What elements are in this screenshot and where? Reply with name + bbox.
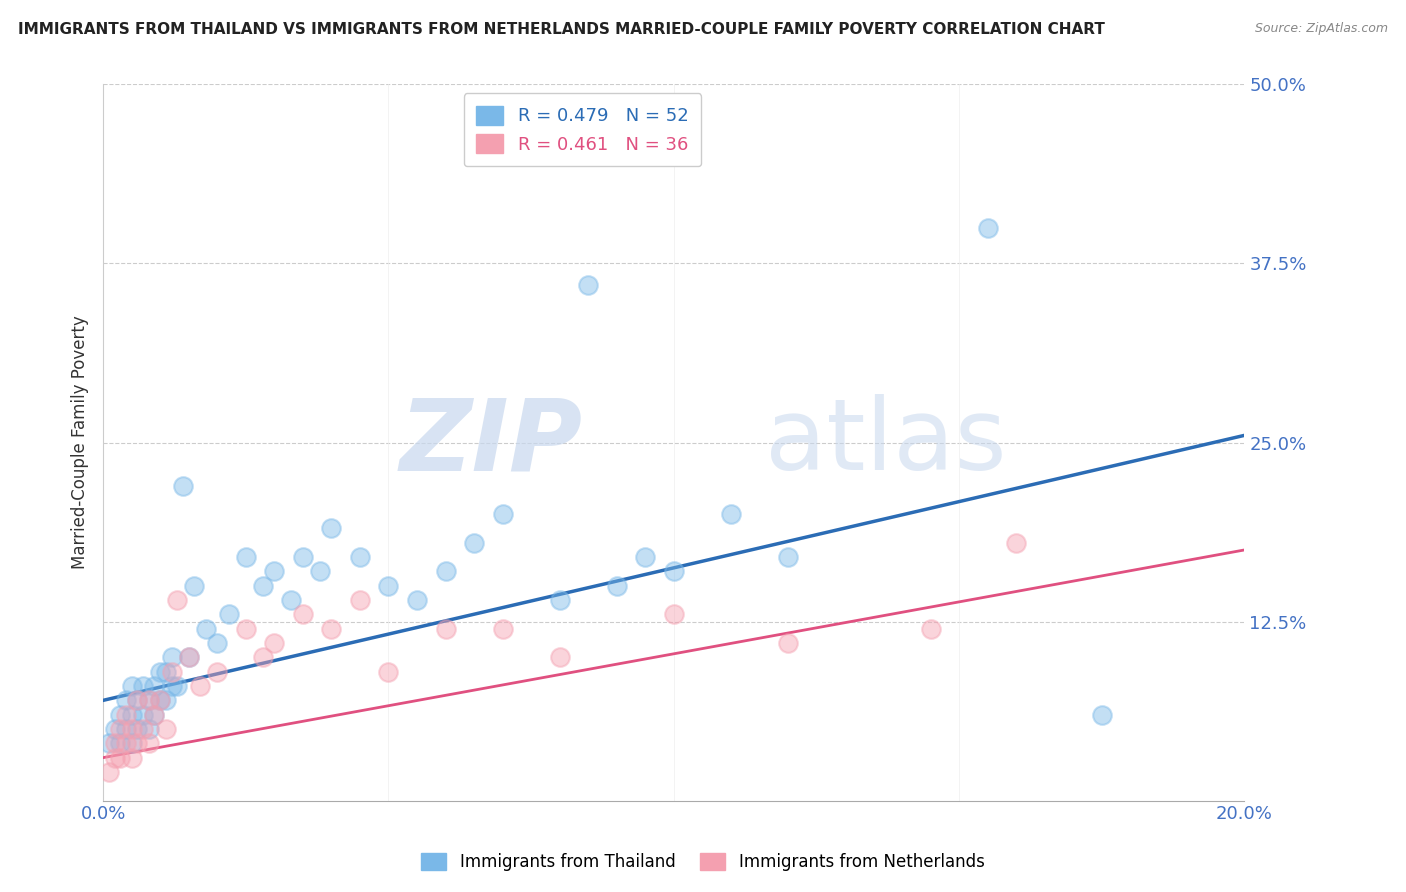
Point (160, 679, 183, 693)
Point (576, 277, 599, 292)
Legend: Immigrants from Thailand, Immigrants from Netherlands: Immigrants from Thailand, Immigrants fro… (413, 845, 993, 880)
Point (309, 565, 332, 579)
Point (149, 693, 172, 707)
Point (548, 593, 571, 607)
Point (263, 565, 285, 579)
Point (115, 736, 138, 750)
Point (132, 679, 155, 693)
Point (160, 665, 183, 679)
Point (349, 550, 371, 565)
Point (103, 722, 125, 736)
Point (349, 593, 371, 607)
Text: IMMIGRANTS FROM THAILAND VS IMMIGRANTS FROM NETHERLANDS MARRIED-COUPLE FAMILY PO: IMMIGRANTS FROM THAILAND VS IMMIGRANTS F… (18, 22, 1105, 37)
Point (491, 507, 513, 521)
Point (121, 679, 143, 693)
Point (291, 550, 314, 565)
Point (1091, 707, 1114, 722)
Point (183, 579, 205, 593)
Point (280, 593, 302, 607)
Y-axis label: Married-Couple Family Poverty: Married-Couple Family Poverty (72, 316, 89, 569)
Point (263, 636, 285, 650)
Point (115, 707, 138, 722)
Point (110, 707, 132, 722)
Point (143, 679, 166, 693)
Point (97, 736, 120, 750)
Point (155, 693, 177, 707)
Point (377, 665, 399, 679)
Point (177, 650, 200, 665)
Text: atlas: atlas (765, 394, 1007, 491)
Point (207, 636, 229, 650)
Point (127, 693, 149, 707)
Point (115, 722, 138, 736)
Point (121, 707, 143, 722)
Point (127, 693, 149, 707)
Point (138, 722, 160, 736)
Point (138, 693, 160, 707)
Point (662, 565, 685, 579)
Point (121, 722, 143, 736)
Point (1005, 536, 1028, 550)
Point (377, 579, 399, 593)
Point (166, 593, 188, 607)
Point (634, 550, 657, 565)
Point (548, 650, 571, 665)
Point (172, 478, 194, 492)
Point (662, 607, 685, 622)
Point (103, 736, 125, 750)
Point (463, 536, 485, 550)
Point (252, 650, 274, 665)
Point (218, 607, 240, 622)
Point (976, 220, 998, 235)
Point (138, 736, 160, 750)
Point (194, 622, 217, 636)
Point (321, 521, 343, 535)
Point (207, 665, 229, 679)
Point (434, 622, 457, 636)
Point (149, 665, 172, 679)
Point (132, 722, 155, 736)
Point (149, 693, 172, 707)
Point (155, 665, 177, 679)
Point (776, 550, 799, 565)
Point (110, 750, 132, 764)
Point (110, 736, 132, 750)
Point (720, 507, 742, 521)
Point (110, 722, 132, 736)
Point (776, 636, 799, 650)
Point (235, 550, 257, 565)
Text: ZIP: ZIP (399, 394, 582, 491)
Point (103, 750, 125, 764)
Point (115, 693, 138, 707)
Text: Source: ZipAtlas.com: Source: ZipAtlas.com (1254, 22, 1388, 36)
Point (920, 622, 942, 636)
Point (132, 707, 155, 722)
Legend: R = 0.479   N = 52, R = 0.461   N = 36: R = 0.479 N = 52, R = 0.461 N = 36 (464, 94, 702, 167)
Point (252, 579, 274, 593)
Point (321, 622, 343, 636)
Point (606, 579, 628, 593)
Point (121, 736, 143, 750)
Point (188, 679, 211, 693)
Point (491, 622, 513, 636)
Point (127, 722, 149, 736)
Point (406, 593, 429, 607)
Point (127, 736, 149, 750)
Point (138, 693, 160, 707)
Point (177, 650, 200, 665)
Point (434, 565, 457, 579)
Point (121, 750, 143, 764)
Point (143, 707, 166, 722)
Point (235, 622, 257, 636)
Point (291, 607, 314, 622)
Point (160, 650, 183, 665)
Point (97, 764, 120, 779)
Point (143, 707, 166, 722)
Point (166, 679, 188, 693)
Point (155, 722, 177, 736)
